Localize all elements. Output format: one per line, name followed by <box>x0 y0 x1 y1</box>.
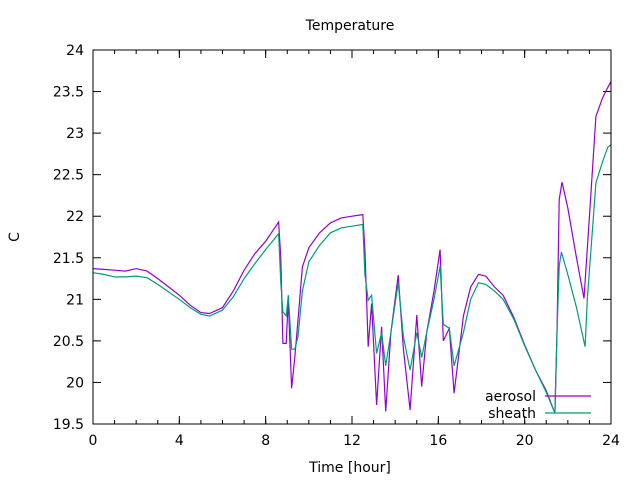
plot-frame <box>92 49 612 425</box>
x-tick-label: 0 <box>89 433 98 449</box>
y-tick-label: 24 <box>66 43 84 59</box>
x-tick-label: 4 <box>175 433 184 449</box>
y-tick-label: 23.5 <box>53 85 84 101</box>
legend: aerosol sheath <box>485 389 591 422</box>
series-lines <box>92 81 612 414</box>
x-axis-label: Time [hour] <box>308 460 391 476</box>
y-tick-label: 20 <box>66 375 84 391</box>
y-tick-label: 19.5 <box>53 417 84 433</box>
y-tick-label: 22.5 <box>53 168 84 184</box>
y-tick-label: 20.5 <box>53 334 84 350</box>
x-tick-label: 24 <box>602 433 620 449</box>
x-tick-label: 16 <box>429 433 447 449</box>
legend-label-sheath: sheath <box>488 406 536 422</box>
x-tick-label: 8 <box>261 433 270 449</box>
y-tick-label: 23 <box>66 126 84 142</box>
axis-ticks: 0 4 8 12 16 20 24 19.5 20 20.5 21 21.5 22 22.5 23 23.5 2… <box>53 43 620 449</box>
y-tick-label: 21.5 <box>53 251 84 267</box>
x-tick-label: 20 <box>516 433 534 449</box>
y-tick-label: 22 <box>66 209 84 225</box>
y-axis-label: C <box>7 232 23 242</box>
y-tick-label: 21 <box>66 292 84 308</box>
x-tick-label: 12 <box>343 433 361 449</box>
legend-label-aerosol: aerosol <box>485 389 536 405</box>
series-line-sheath <box>92 144 612 414</box>
series-line-aerosol <box>92 81 612 414</box>
chart-title: Temperature <box>305 18 395 34</box>
